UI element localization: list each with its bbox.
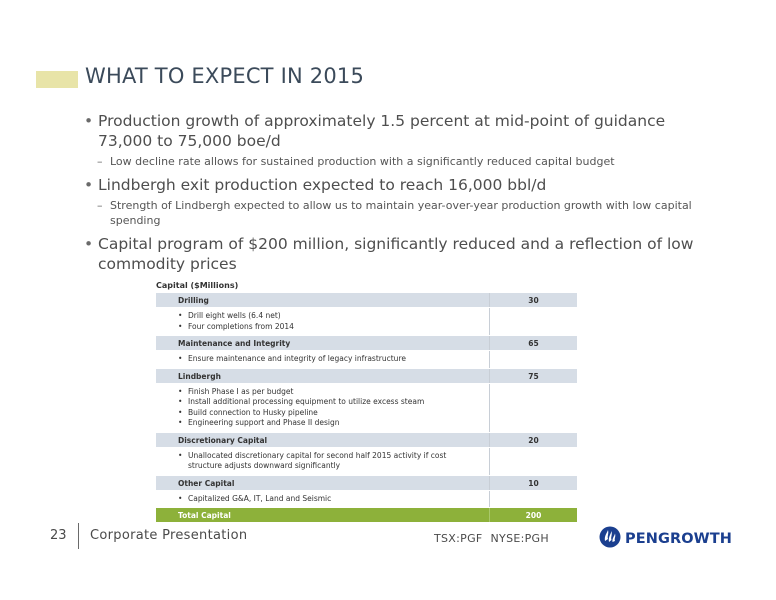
table-detail-row: Capitalized G&A, IT, Land and Seismic [156,489,577,507]
ticker-symbols: TSX:PGF NYSE:PGH [434,532,549,545]
total-value: 200 [489,508,577,522]
table-detail-row: Drill eight wells (6.4 net) Four complet… [156,307,577,335]
table-category-row: Lindbergh 75 [156,367,577,383]
title-accent-bar [36,71,78,88]
category-label: Discretionary Capital [178,435,268,445]
ticker-tsx: TSX:PGF [434,532,483,545]
detail-item: Unallocated discretionary capital for se… [178,451,471,472]
detail-item: Four completions from 2014 [178,322,489,333]
detail-item: Ensure maintenance and integrity of lega… [178,354,489,365]
bullet-lindbergh: Lindbergh exit production expected to re… [84,175,724,195]
table-total-row: Total Capital 200 [156,507,577,522]
slide-title: WHAT TO EXPECT IN 2015 [85,64,364,88]
table-detail-row: Unallocated discretionary capital for se… [156,446,577,475]
pengrowth-logo: PENGROWTH [599,526,732,552]
capital-table-title: Capital ($Millions) [156,281,239,290]
category-value: 75 [489,368,577,383]
category-label: Drilling [178,296,209,305]
detail-item: Capitalized G&A, IT, Land and Seismic [178,494,489,505]
category-value: 20 [489,432,577,447]
footer-divider [78,523,79,549]
sub-bullet-strength: Strength of Lindbergh expected to allow … [84,198,724,228]
category-value: 65 [489,336,577,350]
table-category-row: Maintenance and Integrity 65 [156,335,577,350]
table-category-row: Drilling 30 [156,292,577,307]
detail-item: Finish Phase I as per budget [178,387,489,398]
table-category-row: Other Capital 10 [156,474,577,490]
flame-icon [599,526,621,552]
detail-item: Build connection to Husky pipeline [178,408,489,419]
detail-item: Install additional processing equipment … [178,397,489,408]
detail-item: Drill eight wells (6.4 net) [178,311,489,322]
table-category-row: Discretionary Capital 20 [156,431,577,447]
bullet-list: Production growth of approximately 1.5 p… [84,111,724,274]
footer-presentation-label: Corporate Presentation [90,528,248,543]
category-label: Lindbergh [178,371,221,381]
total-label: Total Capital [178,511,231,520]
sub-bullet-decline: Low decline rate allows for sustained pr… [84,154,724,169]
table-detail-row: Finish Phase I as per budget Install add… [156,382,577,432]
category-value: 30 [489,293,577,307]
category-label: Maintenance and Integrity [178,339,291,348]
capital-table: Capital ($Millions) Drilling 30 Drill ei… [156,279,577,522]
detail-item: Engineering support and Phase II design [178,418,489,429]
table-detail-row: Ensure maintenance and integrity of lega… [156,350,577,368]
bullet-capital: Capital program of $200 million, signifi… [84,234,724,274]
logo-text: PENGROWTH [625,531,732,547]
category-value: 10 [489,475,577,490]
page-number: 23 [50,528,67,543]
ticker-nyse: NYSE:PGH [490,532,549,545]
category-label: Other Capital [178,478,235,488]
bullet-production: Production growth of approximately 1.5 p… [84,111,724,151]
